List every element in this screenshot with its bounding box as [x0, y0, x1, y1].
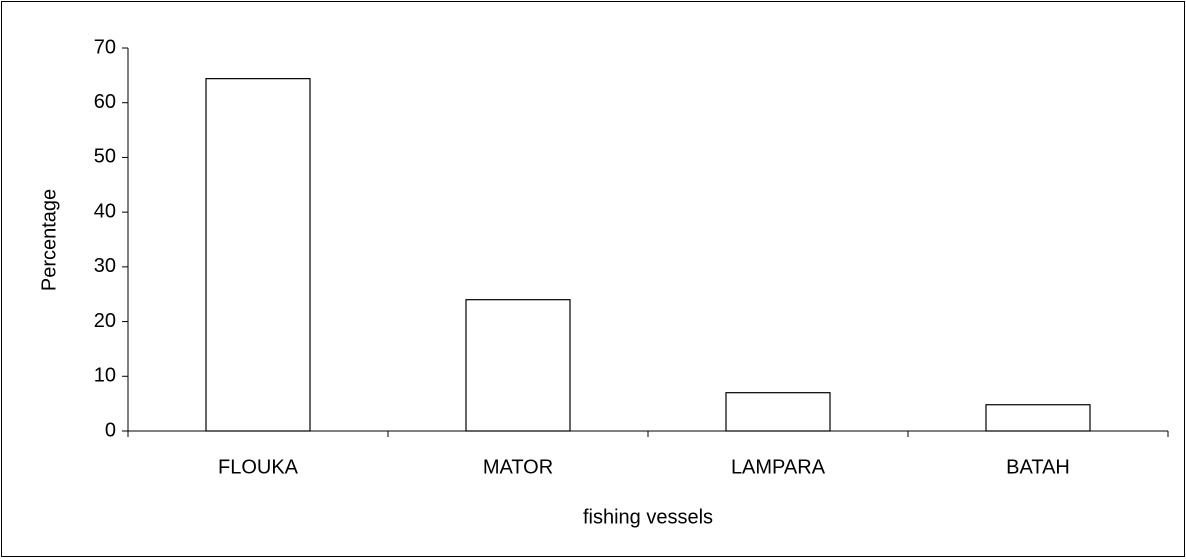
y-tick-label: 20 [94, 310, 116, 332]
x-tick-label: FLOUKA [218, 456, 299, 478]
y-tick-label: 0 [105, 419, 116, 441]
bar [985, 404, 1091, 432]
y-axis-label: Percentage [38, 189, 60, 291]
x-tick-label: BATAH [1006, 456, 1070, 478]
y-tick-label: 50 [94, 146, 116, 168]
bar [465, 299, 571, 432]
y-tick-label: 60 [94, 91, 116, 113]
bar [205, 78, 311, 432]
x-tick-label: LAMPARA [731, 456, 826, 478]
y-tick-label: 70 [94, 36, 116, 58]
bar [725, 392, 831, 432]
x-tick-label: MATOR [483, 456, 553, 478]
y-tick-label: 30 [94, 255, 116, 277]
x-axis-label: fishing vessels [583, 506, 713, 528]
y-tick-label: 10 [94, 365, 116, 387]
y-tick-label: 40 [94, 200, 116, 222]
